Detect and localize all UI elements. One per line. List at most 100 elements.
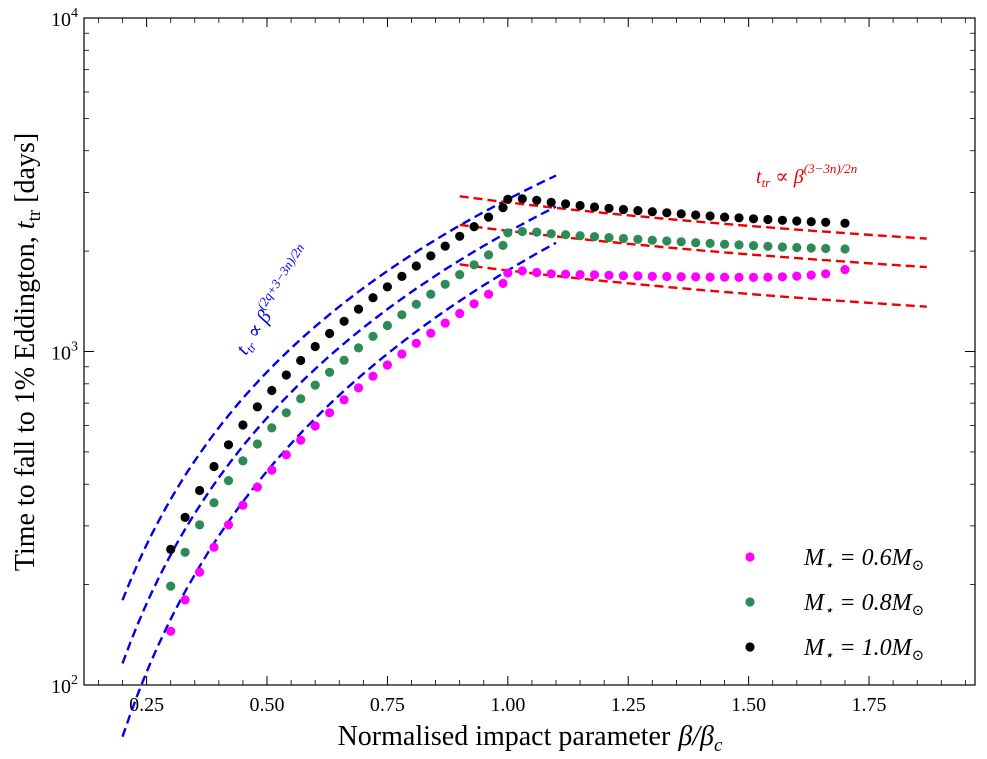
data-point: [546, 269, 556, 279]
data-point: [368, 293, 378, 303]
data-point: [484, 250, 494, 260]
data-point: [455, 270, 465, 280]
data-point: [195, 520, 205, 530]
data-point: [532, 227, 542, 237]
data-point: [546, 229, 556, 239]
data-point: [498, 203, 508, 213]
data-point: [647, 235, 657, 245]
data-point: [777, 215, 788, 225]
data-point: [720, 239, 730, 249]
data-point: [604, 233, 614, 243]
data-point: [252, 439, 262, 449]
x-axis-title: Normalised impact parameter β/βc: [338, 721, 723, 756]
data-point: [589, 232, 600, 242]
data-point: [777, 272, 788, 282]
data-point: [777, 242, 788, 252]
data-point: [748, 241, 759, 251]
data-point: [397, 349, 407, 359]
data-point: [223, 520, 234, 530]
data-point: [426, 289, 436, 299]
data-point: [840, 218, 850, 228]
data-point: [503, 194, 513, 204]
data-point: [397, 310, 407, 320]
data-point: [763, 241, 773, 251]
data-point: [821, 217, 831, 227]
data-point: [691, 210, 701, 220]
data-point: [455, 308, 465, 319]
legend-label: M⋆ = 0.6M⊙: [803, 545, 924, 574]
series-0: [166, 265, 850, 636]
data-point: [676, 272, 686, 282]
data-point: [209, 498, 219, 508]
data-point: [589, 202, 600, 212]
data-point: [397, 271, 407, 281]
data-point: [411, 299, 421, 309]
series-2: [166, 194, 850, 555]
legend-marker: [745, 642, 755, 652]
data-point: [734, 213, 744, 223]
data-point: [806, 270, 816, 280]
x-tick-label: 0.50: [250, 694, 285, 716]
data-point: [633, 206, 643, 216]
data-point: [339, 316, 349, 326]
data-point: [267, 423, 277, 433]
data-point: [633, 271, 643, 281]
x-tick-label: 1.75: [852, 694, 887, 716]
data-point: [339, 355, 349, 365]
data-point: [498, 278, 508, 288]
data-point: [561, 230, 571, 240]
data-point: [821, 243, 831, 254]
y-tick-label: 104: [51, 6, 78, 31]
data-point: [676, 209, 686, 219]
data-point: [209, 461, 219, 472]
y-minor-ticks: [84, 32, 975, 586]
data-point: [180, 512, 190, 523]
data-point: [618, 271, 629, 281]
data-point: [325, 408, 335, 418]
data-point: [763, 214, 773, 225]
data-point: [792, 271, 802, 281]
data-point: [310, 341, 320, 352]
data-point: [546, 197, 556, 207]
data-point: [604, 203, 614, 213]
annotation-flat-law: ttr ∝ β(3−3n)/2n: [756, 161, 857, 190]
data-point: [662, 271, 672, 282]
data-point: [296, 394, 306, 404]
data-point: [561, 199, 571, 209]
data-point: [440, 318, 450, 328]
data-point: [662, 208, 672, 218]
data-point: [705, 211, 715, 221]
data-point: [166, 626, 176, 636]
data-point: [223, 440, 234, 450]
data-point: [296, 435, 306, 445]
data-point: [532, 267, 542, 278]
legend-label: M⋆ = 0.8M⊙: [803, 590, 924, 619]
data-point: [238, 500, 248, 510]
data-point: [455, 231, 465, 241]
data-point: [720, 212, 730, 222]
y-tick-label: 103: [51, 340, 78, 365]
x-tick-label: 1.50: [731, 694, 766, 716]
data-point: [281, 370, 291, 380]
data-point: [503, 268, 513, 278]
data-point: [720, 272, 730, 282]
data-point: [166, 544, 176, 555]
data-point: [691, 238, 701, 248]
data-point: [647, 207, 657, 217]
data-point: [604, 270, 614, 280]
data-point: [223, 476, 234, 486]
data-point: [469, 260, 479, 270]
data-point: [281, 450, 291, 460]
data-point: [561, 269, 571, 279]
fit-line-flat-0.6: [459, 263, 927, 308]
x-tick-label: 1.25: [611, 694, 646, 716]
data-point: [484, 212, 494, 222]
data-point: [368, 371, 378, 381]
data-point: [575, 270, 585, 280]
data-point: [325, 367, 335, 377]
data-point: [426, 251, 436, 261]
data-point: [267, 465, 277, 475]
data-point: [734, 240, 744, 250]
data-point: [503, 228, 513, 238]
